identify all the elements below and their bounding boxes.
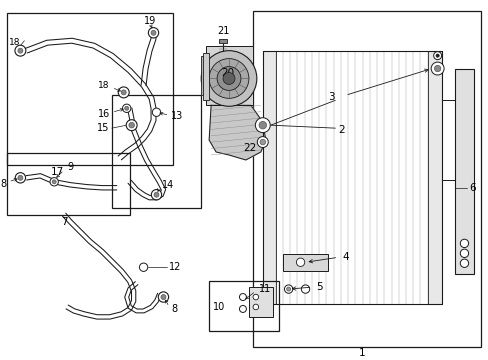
Text: 17: 17 — [50, 167, 63, 177]
Circle shape — [121, 90, 126, 95]
Bar — [262, 51, 275, 304]
Text: 12: 12 — [169, 262, 182, 272]
Circle shape — [433, 51, 441, 60]
Circle shape — [286, 287, 290, 291]
Text: 20: 20 — [221, 68, 234, 77]
Circle shape — [151, 190, 162, 200]
Circle shape — [15, 45, 26, 56]
Circle shape — [217, 67, 241, 90]
Polygon shape — [209, 105, 265, 160]
Text: 19: 19 — [143, 16, 156, 26]
Circle shape — [124, 106, 128, 110]
Circle shape — [129, 122, 134, 128]
Circle shape — [122, 104, 131, 112]
Circle shape — [118, 87, 129, 98]
Text: 11: 11 — [258, 284, 270, 294]
Circle shape — [433, 66, 440, 72]
Bar — [454, 68, 473, 274]
Circle shape — [284, 285, 292, 293]
Circle shape — [152, 108, 161, 116]
Text: 4: 4 — [342, 252, 348, 262]
Text: 2: 2 — [338, 125, 344, 135]
Circle shape — [459, 249, 468, 257]
Circle shape — [296, 258, 304, 266]
Circle shape — [52, 180, 56, 184]
Bar — [427, 51, 441, 304]
Text: 18: 18 — [98, 81, 110, 90]
Bar — [7, 13, 173, 165]
Circle shape — [430, 62, 443, 75]
Circle shape — [161, 294, 165, 300]
Bar — [219, 39, 226, 43]
Circle shape — [239, 306, 246, 312]
Circle shape — [459, 239, 468, 248]
Bar — [206, 46, 252, 105]
Circle shape — [301, 285, 309, 293]
Circle shape — [154, 192, 159, 197]
Bar — [203, 53, 209, 100]
Text: 5: 5 — [316, 282, 323, 292]
Text: 16: 16 — [98, 109, 110, 119]
Text: 10: 10 — [213, 302, 225, 312]
Circle shape — [253, 294, 258, 300]
Circle shape — [126, 120, 137, 131]
Text: 21: 21 — [217, 26, 229, 36]
Circle shape — [209, 59, 248, 98]
Circle shape — [158, 292, 168, 302]
Text: 7: 7 — [61, 216, 67, 226]
Text: 1: 1 — [358, 348, 365, 358]
Circle shape — [15, 173, 25, 183]
Bar — [248, 287, 272, 317]
Text: 14: 14 — [161, 180, 173, 190]
Circle shape — [259, 121, 266, 129]
Bar — [201, 56, 206, 95]
Bar — [112, 95, 201, 208]
Circle shape — [18, 48, 23, 53]
Circle shape — [459, 259, 468, 267]
Text: 8: 8 — [171, 304, 177, 314]
Circle shape — [260, 139, 265, 145]
Circle shape — [257, 136, 268, 148]
Circle shape — [148, 28, 159, 38]
Circle shape — [255, 118, 270, 132]
Text: 22: 22 — [243, 143, 256, 153]
Circle shape — [18, 175, 23, 180]
Circle shape — [435, 54, 438, 57]
Bar — [252, 11, 480, 347]
Text: 8: 8 — [0, 179, 6, 189]
Text: 15: 15 — [97, 123, 110, 133]
Text: 6: 6 — [468, 183, 475, 193]
Bar — [282, 254, 327, 271]
Text: 3: 3 — [327, 93, 334, 102]
Circle shape — [151, 30, 156, 35]
Text: 9: 9 — [67, 162, 73, 172]
Text: 13: 13 — [171, 111, 183, 121]
Circle shape — [201, 51, 256, 106]
Circle shape — [253, 304, 258, 310]
Circle shape — [139, 263, 147, 271]
Bar — [7, 153, 129, 215]
Circle shape — [223, 72, 235, 85]
Text: 18: 18 — [8, 38, 20, 47]
Circle shape — [239, 293, 246, 301]
Circle shape — [50, 177, 58, 186]
Bar — [209, 281, 278, 331]
